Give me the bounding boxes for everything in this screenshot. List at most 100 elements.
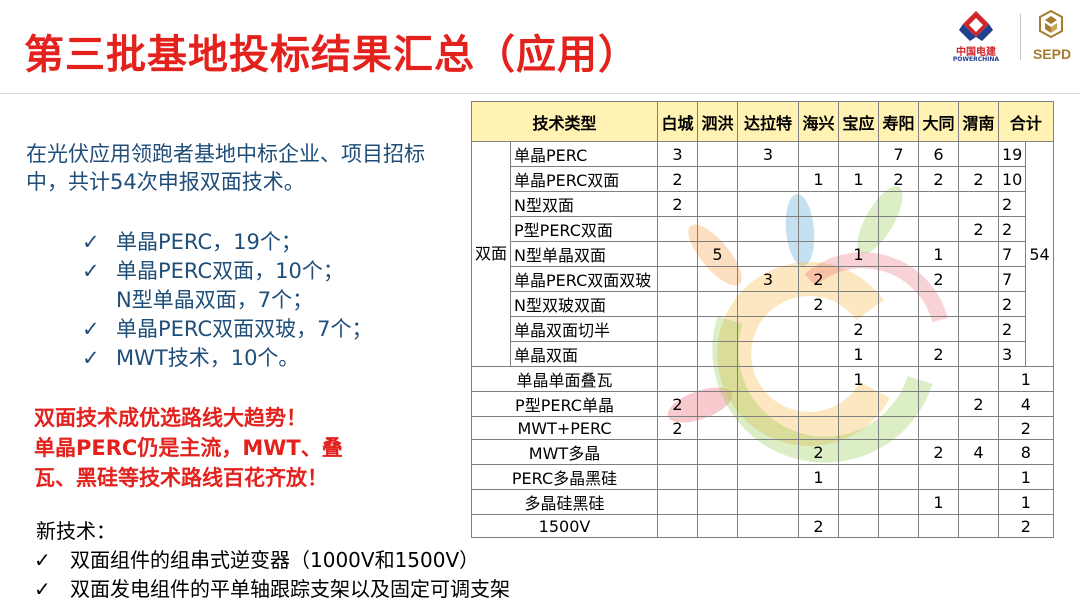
value-cell: 1 [838, 366, 879, 392]
tech-type-cell: PERC多晶黑硅 [471, 464, 658, 490]
table-row: N型双面 2 2 [472, 191, 1054, 217]
table-row: N型双玻双面 2 2 [472, 291, 1054, 317]
logo-divider [1020, 14, 1021, 60]
value-cell: 2 [918, 439, 959, 465]
table-row: 1500V 2 2 [471, 514, 1054, 538]
checklist-item: ✓ 单晶PERC，19个； [82, 228, 442, 257]
value-cell [697, 291, 738, 317]
tech-type-cell: P型PERC双面 [510, 216, 658, 242]
value-cell [798, 316, 839, 342]
value-cell [798, 191, 839, 217]
row-total-cell: 2 [997, 316, 1027, 342]
highlight-line: 单晶PERC仍是主流，MWT、叠 [34, 436, 343, 460]
row-total-cell: 19 [997, 141, 1027, 167]
new-tech-item: ✓ 双面组件的组串式逆变器（1000V和1500V） [34, 546, 510, 575]
value-cell [657, 439, 698, 465]
value-cell: 2 [918, 341, 959, 367]
check-icon: ✓ [34, 577, 51, 601]
checklist-item: ✓ 单晶PERC双面，10个； [82, 257, 442, 286]
tech-type-cell: 1500V [471, 514, 658, 538]
table-header-row: 技术类型 白城 泗洪 达拉特 海兴 宝应 寿阳 大同 渭南 合计 [471, 101, 1054, 142]
value-cell [958, 416, 999, 440]
column-header: 泗洪 [697, 101, 738, 142]
value-cell [737, 464, 799, 490]
column-header: 海兴 [798, 101, 839, 142]
value-cell [838, 439, 879, 465]
tech-type-cell: P型PERC单晶 [471, 391, 658, 417]
highlight-conclusion: 双面技术成优选路线大趋势！ 单晶PERC仍是主流，MWT、叠 瓦、黑硅等技术路线… [34, 403, 454, 493]
check-icon: ✓ [82, 230, 100, 254]
value-cell [657, 241, 698, 267]
tech-type-cell: 单晶PERC双面双玻 [510, 266, 658, 292]
value-cell [737, 241, 799, 267]
tech-type-cell: 单晶双面 [510, 341, 658, 367]
value-cell [798, 489, 839, 515]
sepd-emblem-icon [1039, 10, 1063, 38]
value-cell: 1 [918, 489, 959, 515]
sepd-logo: SEPD [1024, 10, 1080, 66]
value-cell [878, 191, 919, 217]
table-row: 多晶硅黑硅 1 1 [471, 489, 1054, 515]
value-cell [918, 291, 959, 317]
row-total-cell: 1 [998, 489, 1054, 515]
value-cell [697, 141, 738, 167]
new-tech-item-text: 双面发电组件的平单轴跟踪支架以及固定可调支架 [70, 577, 510, 601]
value-cell [838, 489, 879, 515]
value-cell [657, 216, 698, 242]
checklist-item-text: 单晶PERC双面，10个； [116, 259, 344, 283]
value-cell: 2 [657, 391, 698, 417]
value-cell: 3 [657, 141, 698, 167]
page-title: 第三批基地投标结果汇总（应用） [24, 32, 639, 78]
checklist-item: ✓ MWT技术，10个。 [82, 344, 442, 373]
row-total-cell: 2 [997, 291, 1027, 317]
table-row: 单晶PERC双面 2 1 1 2 2 2 10 [472, 166, 1054, 192]
value-cell [838, 464, 879, 490]
highlight-line: 瓦、黑硅等技术路线百花齐放！ [34, 466, 328, 490]
row-total-cell: 2 [998, 514, 1054, 538]
group-total-cell: 54 [1025, 141, 1054, 367]
powerchina-logo: 中国电建 POWERCHINA [941, 10, 1011, 66]
table-row: 双面 单晶PERC 3 3 7 6 19 54 [470, 141, 1054, 367]
checklist-item: ✓ 单晶PERC双面双玻，7个； [82, 315, 442, 344]
table-row: P型PERC单晶 2 2 4 [471, 391, 1054, 417]
value-cell [798, 241, 839, 267]
row-total-cell: 2 [998, 416, 1054, 440]
column-header: 达拉特 [737, 101, 799, 142]
value-cell: 2 [798, 439, 839, 465]
value-cell [918, 416, 959, 440]
value-cell [878, 464, 919, 490]
row-total-cell: 7 [997, 241, 1027, 267]
value-cell [958, 341, 999, 367]
table-row: 单晶单面叠瓦 1 1 [471, 366, 1054, 392]
value-cell [838, 141, 879, 167]
value-cell [918, 316, 959, 342]
value-cell: 2 [878, 166, 919, 192]
value-cell: 2 [958, 166, 999, 192]
check-icon: ✓ [34, 548, 51, 572]
value-cell [838, 416, 879, 440]
value-cell: 2 [798, 266, 839, 292]
value-cell [798, 341, 839, 367]
value-cell [838, 191, 879, 217]
value-cell [958, 489, 999, 515]
value-cell [838, 291, 879, 317]
row-total-cell: 2 [997, 191, 1027, 217]
tech-type-cell: 单晶PERC双面 [510, 166, 658, 192]
value-cell [878, 489, 919, 515]
tech-type-cell: 多晶硅黑硅 [471, 489, 658, 515]
value-cell: 3 [737, 266, 799, 292]
value-cell [918, 191, 959, 217]
value-cell [918, 391, 959, 417]
value-cell [737, 514, 799, 538]
value-cell: 5 [697, 241, 738, 267]
table-row: PERC多晶黑硅 1 1 [471, 464, 1054, 490]
value-cell [838, 266, 879, 292]
checklist-item-continuation: N型单晶双面，7个； [116, 288, 314, 312]
tech-type-cell: N型双玻双面 [510, 291, 658, 317]
value-cell [697, 341, 738, 367]
value-cell [798, 141, 839, 167]
value-cell [697, 391, 738, 417]
title-divider [0, 93, 1080, 94]
value-cell [737, 191, 799, 217]
value-cell [878, 416, 919, 440]
